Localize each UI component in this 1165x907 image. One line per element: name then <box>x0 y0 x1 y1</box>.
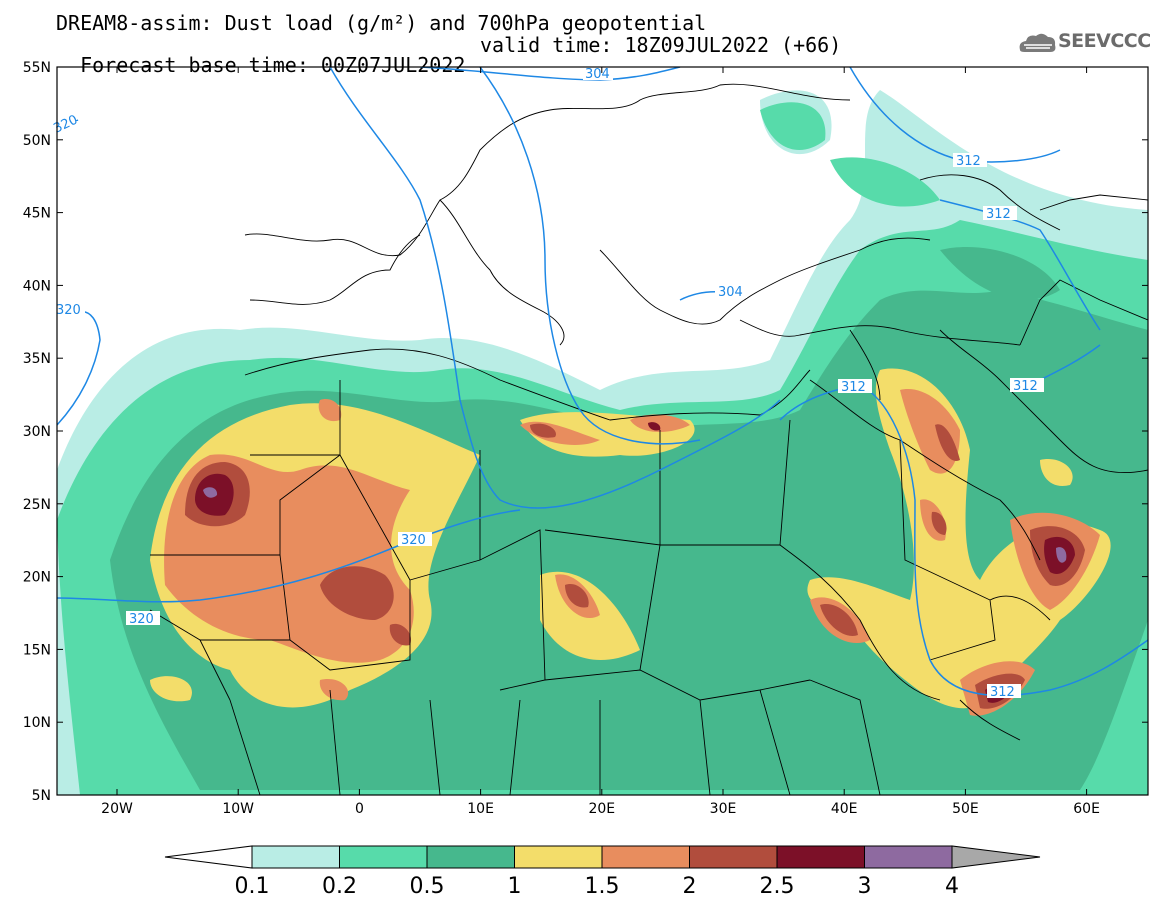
lon-axis: 20W 10W 0 10E 20E 30E 40E 50E 60E <box>101 67 1100 817</box>
lat-tick-label: 20N <box>23 570 51 586</box>
lon-tick-label: 40E <box>831 801 858 817</box>
dust-fill-layer <box>57 90 1148 795</box>
contour-label: 304 <box>583 66 613 82</box>
svg-text:312: 312 <box>986 207 1011 222</box>
colorbar-segment <box>426 845 515 869</box>
lon-tick-label: 20W <box>101 801 133 817</box>
lat-tick-label: 50N <box>23 133 51 149</box>
cloud-logo-icon <box>1019 33 1056 52</box>
svg-text:320: 320 <box>401 533 426 548</box>
colorbar-label: 2.5 <box>760 874 795 899</box>
colorbar-label: 3 <box>858 874 872 899</box>
lon-tick-label: 60E <box>1073 801 1100 817</box>
svg-text:304: 304 <box>585 67 610 82</box>
contour-label: 304 <box>715 284 747 300</box>
contour-label: 312 <box>1010 378 1044 394</box>
colorbar-segment <box>864 845 953 869</box>
lat-tick-label: 5N <box>32 788 51 804</box>
svg-text:312: 312 <box>990 685 1015 700</box>
lat-tick-label: 35N <box>23 351 51 367</box>
colorbar-segment <box>251 845 340 869</box>
lat-tick-label: 45N <box>23 206 51 222</box>
svg-text:320: 320 <box>129 612 154 627</box>
svg-text:312: 312 <box>956 154 981 169</box>
colorbar-label: 0.1 <box>235 874 270 899</box>
forecast-base-time: Forecast base time: 00Z07JUL2022 <box>80 53 466 77</box>
colorbar-label: 1 <box>508 874 522 899</box>
svg-text:312: 312 <box>841 380 866 395</box>
contour-label: 312 <box>953 153 987 169</box>
contour-label: 312 <box>983 206 1017 222</box>
lat-tick-label: 40N <box>23 278 51 294</box>
colorbar: 0.1 0.2 0.5 1 1.5 2 2.5 3 4 <box>164 845 1041 899</box>
svg-text:304: 304 <box>718 285 743 300</box>
contour-label: 312 <box>838 379 872 395</box>
logo-text: SEEVCCC <box>1058 30 1151 52</box>
colorbar-label: 0.2 <box>322 874 357 899</box>
colorbar-label: 0.5 <box>410 874 445 899</box>
contour-label: 320 <box>126 611 160 627</box>
contour-label: 312 <box>987 684 1021 700</box>
geopotential-contours <box>57 67 1148 697</box>
contour-label: 320 <box>398 532 432 548</box>
colorbar-label: 4 <box>945 874 959 899</box>
contour-label: 320 <box>55 302 85 318</box>
colorbar-label: 2 <box>683 874 697 899</box>
colorbar-segment <box>776 845 865 869</box>
lon-tick-label: 30E <box>710 801 737 817</box>
lon-tick-label: 0 <box>355 801 364 817</box>
lon-tick-label: 50E <box>952 801 979 817</box>
country-borders <box>149 83 1148 795</box>
lon-tick-label: 20E <box>588 801 615 817</box>
lon-tick-label: 10E <box>467 801 494 817</box>
lat-tick-label: 10N <box>23 715 51 731</box>
lat-tick-label: 55N <box>23 60 51 76</box>
colorbar-segment <box>339 845 428 869</box>
valid-time: valid time: 18Z09JUL2022 (+66) <box>480 33 842 57</box>
lon-tick-label: 10W <box>222 801 254 817</box>
chart-subtitle: Forecast base time: 00Z07JUL2022 valid t… <box>56 35 841 95</box>
colorbar-segment <box>601 845 690 869</box>
lat-axis: 55N 50N 45N 40N 35N 30N 25N 20N 15N 10N 5N <box>23 60 1148 804</box>
svg-text:312: 312 <box>1013 379 1038 394</box>
colorbar-segment <box>689 845 778 869</box>
colorbar-under-triangle <box>164 845 253 869</box>
colorbar-segment <box>514 845 603 869</box>
chart-title: DREAM8-assim: Dust load (g/m²) and 700hP… <box>56 11 707 35</box>
contour-labels: 304 312 312 320 304 312 312 320 <box>51 66 1044 700</box>
lat-tick-label: 30N <box>23 424 51 440</box>
colorbar-over-triangle <box>951 845 1041 869</box>
lat-tick-label: 25N <box>23 497 51 513</box>
contour-label: 320 <box>51 113 80 137</box>
colorbar-label: 1.5 <box>585 874 620 899</box>
lat-tick-label: 15N <box>23 642 51 658</box>
svg-text:320: 320 <box>56 303 81 318</box>
